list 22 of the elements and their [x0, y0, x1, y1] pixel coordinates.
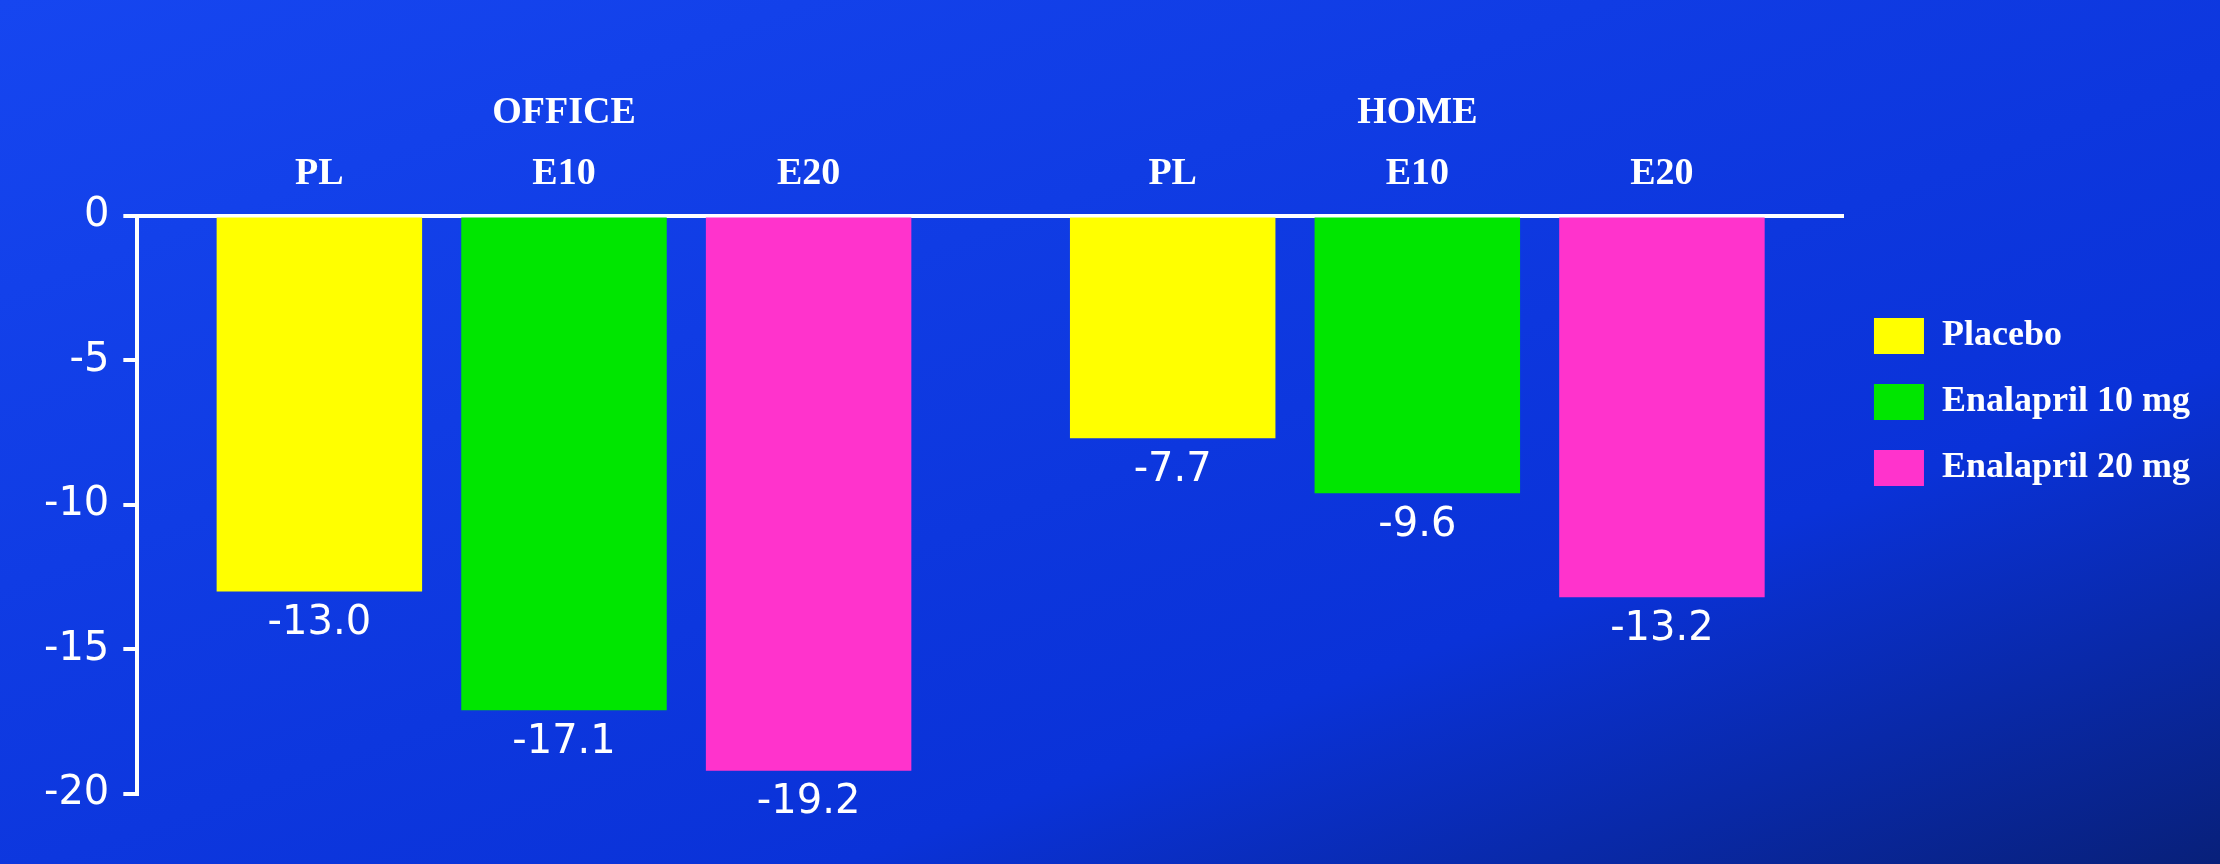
text: E10 — [1385, 150, 1449, 193]
x-tick-label: OFFICE — [492, 88, 636, 131]
y-tick-label: -15 — [43, 622, 110, 669]
legend-label: Placebo — [1941, 313, 2062, 354]
y-tick-label: -5 — [69, 333, 110, 380]
data-label: -19.2 — [756, 776, 861, 823]
x-tick-label: HOME — [1357, 88, 1478, 131]
text: E20 — [1630, 150, 1694, 193]
y-tick-label: -10 — [43, 478, 110, 525]
data-label: -7.7 — [1133, 443, 1212, 490]
text: E20 — [776, 150, 841, 193]
text: E10 — [532, 150, 596, 193]
data-label: -13.2 — [1610, 602, 1714, 649]
legend-label: Enalapril 10 mg — [1941, 379, 2190, 420]
data-label: -9.6 — [1378, 498, 1457, 545]
data-label: -17.1 — [512, 715, 616, 762]
text: PL — [295, 150, 344, 193]
legend-label: Enalapril 20 mg — [1941, 445, 2190, 486]
data-label: -13.0 — [267, 596, 372, 643]
y-tick-label: -20 — [43, 767, 110, 814]
text: PL — [1148, 150, 1197, 193]
y-tick-label: 0 — [83, 188, 110, 235]
